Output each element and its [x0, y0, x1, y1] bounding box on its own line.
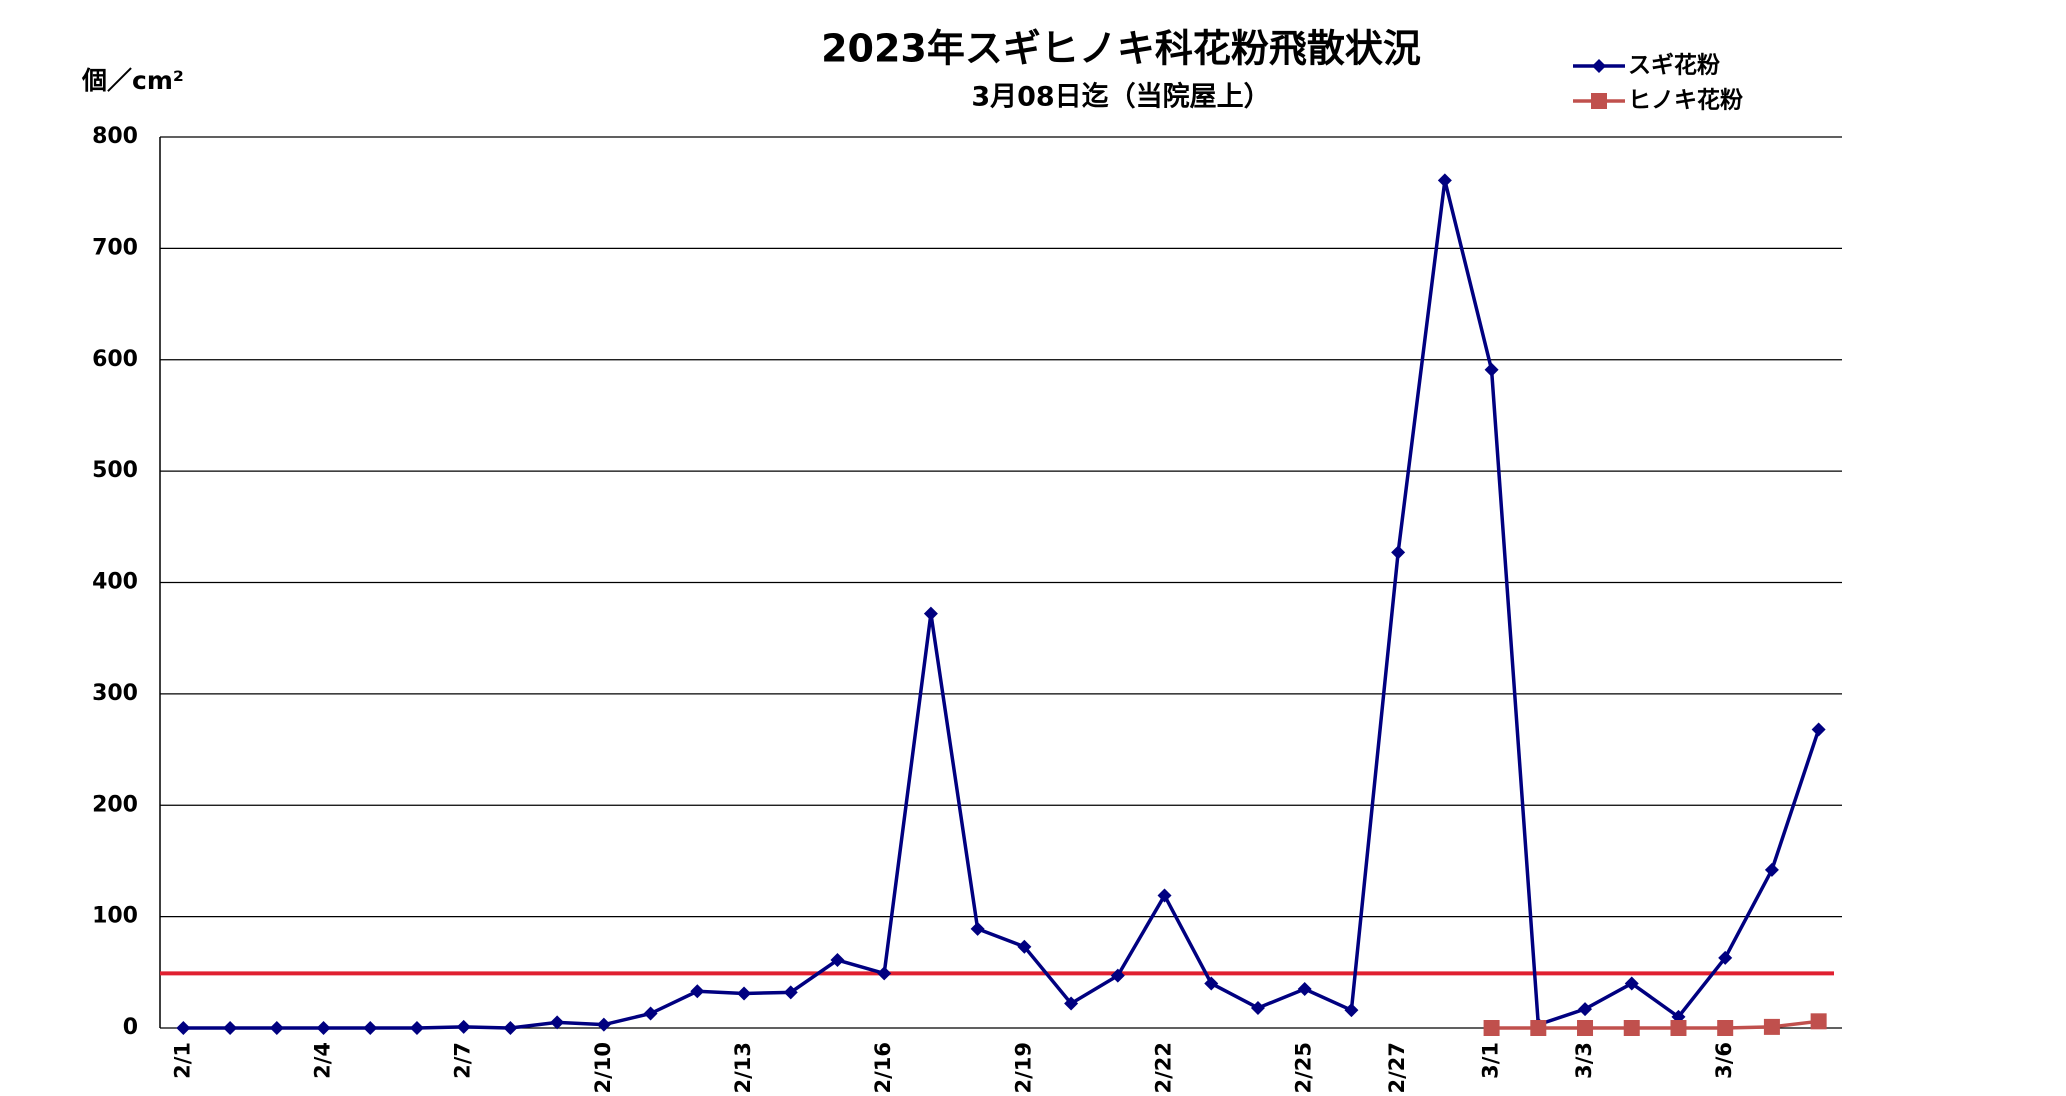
data-point — [176, 1021, 191, 1035]
data-point — [1204, 976, 1219, 991]
y-tick-label: 0 — [123, 1015, 138, 1040]
x-tick-label: 2/22 — [1152, 1042, 1176, 1094]
x-tick-label: 2/7 — [451, 1042, 475, 1079]
y-tick-label: 400 — [92, 570, 138, 595]
data-point — [1157, 888, 1172, 903]
data-point — [456, 1019, 471, 1034]
data-point — [690, 984, 705, 999]
data-point — [1297, 982, 1312, 997]
data-point — [1591, 93, 1607, 109]
data-point — [1578, 1002, 1593, 1017]
y-tick-label: 700 — [92, 235, 138, 260]
x-tick-label: 3/1 — [1479, 1042, 1503, 1079]
data-point — [596, 1017, 611, 1032]
x-tick-label: 2/4 — [311, 1042, 335, 1079]
data-point — [1592, 59, 1606, 73]
data-point — [1811, 722, 1826, 737]
data-point — [316, 1021, 331, 1035]
y-axis-label: 個／cm² — [81, 66, 184, 95]
data-point — [1763, 1018, 1780, 1035]
x-tick-label: 2/10 — [591, 1042, 615, 1094]
data-point — [1624, 976, 1639, 991]
x-tick-label: 2/16 — [871, 1042, 895, 1094]
data-point — [409, 1021, 424, 1035]
data-point — [1670, 1020, 1687, 1036]
y-tick-label: 600 — [92, 347, 138, 372]
data-point — [1391, 545, 1406, 560]
y-tick-label: 100 — [92, 904, 138, 929]
y-tick-label: 300 — [92, 681, 138, 706]
y-tick-label: 800 — [92, 124, 138, 149]
x-tick-label: 2/19 — [1011, 1042, 1035, 1094]
x-tick-label: 2/13 — [731, 1042, 755, 1094]
x-tick-label: 3/3 — [1572, 1042, 1596, 1079]
chart-subtitle: 3月08日迄（当院屋上） — [971, 81, 1270, 113]
data-point — [269, 1021, 284, 1035]
x-tick-label: 2/27 — [1385, 1042, 1409, 1094]
x-tick-label: 2/1 — [170, 1042, 194, 1079]
data-point — [1764, 862, 1779, 877]
data-point — [1017, 939, 1032, 954]
data-point — [737, 986, 752, 1001]
data-point — [1250, 1000, 1265, 1015]
data-point — [1623, 1020, 1640, 1036]
data-point — [363, 1021, 378, 1035]
data-point — [1064, 996, 1079, 1011]
data-point — [643, 1006, 658, 1021]
data-point — [1344, 1003, 1359, 1018]
data-point — [830, 953, 845, 968]
data-point — [1483, 1020, 1500, 1036]
x-tick-label: 2/25 — [1292, 1042, 1316, 1094]
data-point — [783, 985, 798, 1000]
chart-title: 2023年スギヒノキ科花粉飛散状況 — [821, 27, 1421, 71]
data-point — [923, 606, 938, 621]
data-point — [1110, 968, 1125, 983]
x-tick-label: 3/6 — [1712, 1042, 1736, 1079]
y-tick-label: 200 — [92, 792, 138, 817]
data-point — [1718, 950, 1733, 965]
data-point — [503, 1021, 518, 1035]
legend-label: ヒノキ花粉 — [1628, 88, 1743, 114]
data-point — [1484, 362, 1499, 377]
data-point — [223, 1021, 238, 1035]
y-tick-label: 500 — [92, 458, 138, 483]
series-line — [183, 180, 1821, 1030]
data-point — [1530, 1020, 1547, 1036]
data-point — [1717, 1020, 1734, 1036]
data-point — [550, 1015, 565, 1030]
data-point — [970, 921, 985, 936]
data-point — [1577, 1020, 1594, 1036]
data-point — [877, 966, 892, 981]
data-point — [1810, 1013, 1827, 1030]
legend-label: スギ花粉 — [1628, 53, 1720, 79]
data-point — [1437, 173, 1452, 188]
